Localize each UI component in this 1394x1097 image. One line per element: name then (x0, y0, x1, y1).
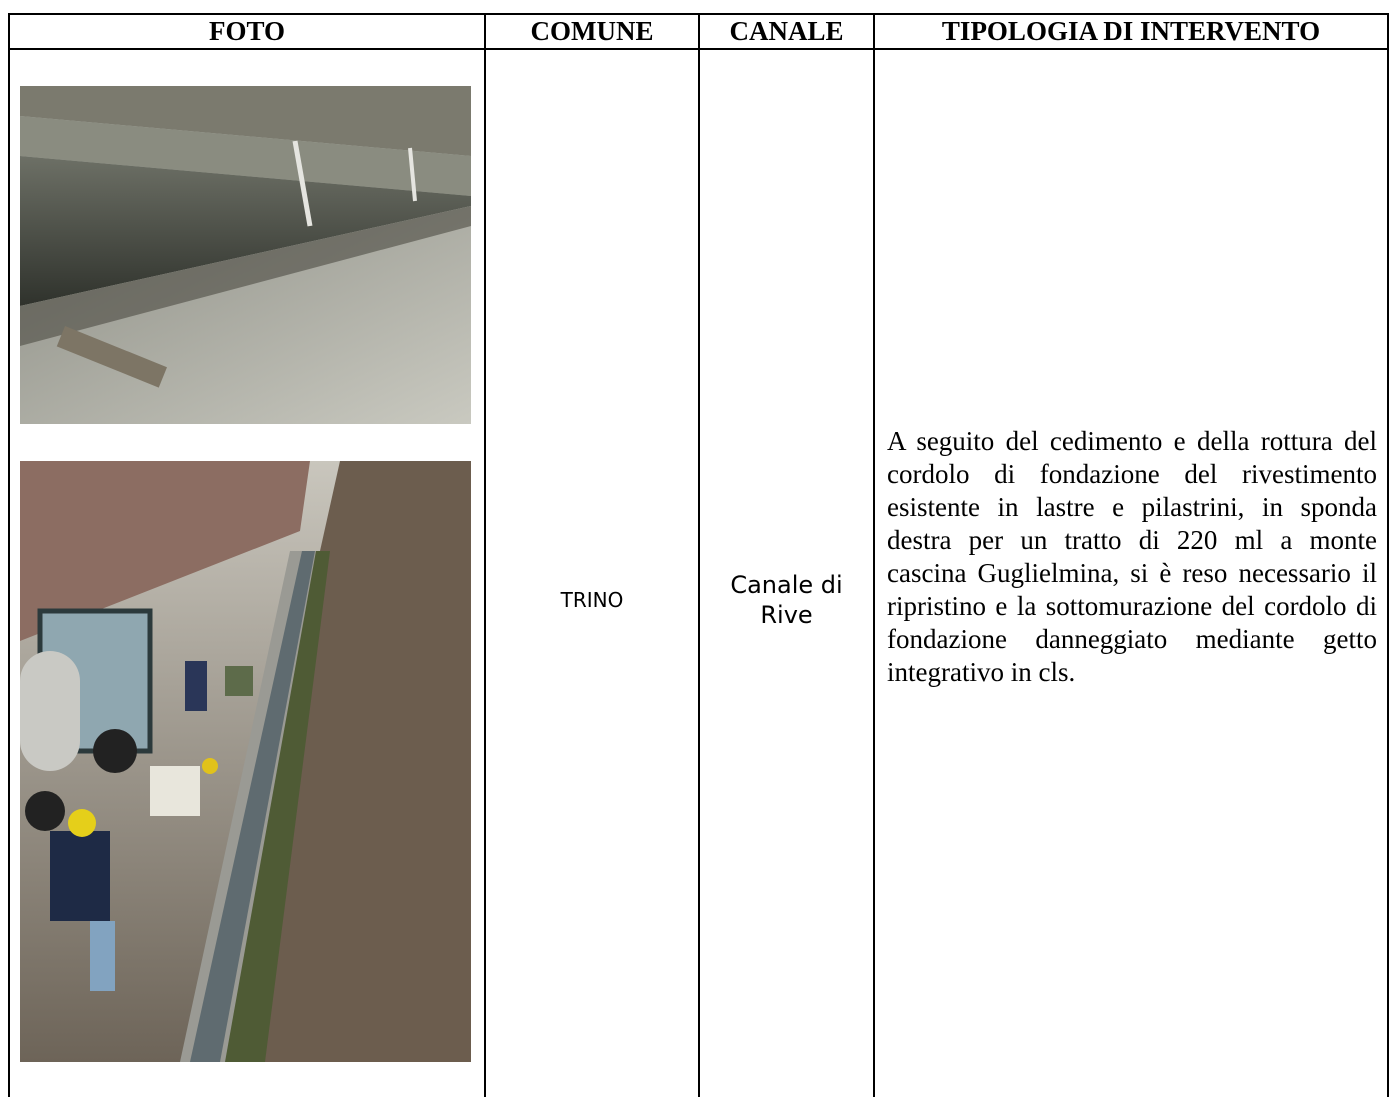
header-row: FOTO COMUNE CANALE TIPOLOGIA DI INTERVEN… (8, 13, 1389, 50)
header-cell: COMUNE (484, 13, 700, 50)
canale-text: Canale di Rive (730, 571, 843, 629)
cell-tipologia: A seguito del cedimento e della rottura … (873, 48, 1389, 1097)
header-cell: TIPOLOGIA DI INTERVENTO (873, 13, 1389, 50)
header-cell: FOTO (8, 13, 486, 50)
body-row: TRINO Canale di Rive A seguito del cedim… (8, 48, 1389, 1097)
tipologia-text: A seguito del cedimento e della rottura … (887, 426, 1377, 687)
photo-canal-wall (20, 86, 471, 424)
photo-cell (8, 48, 486, 1097)
header-cell: CANALE (698, 13, 875, 50)
photo-works (20, 461, 471, 1062)
table: FOTO COMUNE CANALE TIPOLOGIA DI INTERVEN… (8, 13, 1389, 1097)
cell-canale: Canale di Rive (698, 48, 875, 1097)
cell-comune: TRINO (484, 48, 700, 1097)
